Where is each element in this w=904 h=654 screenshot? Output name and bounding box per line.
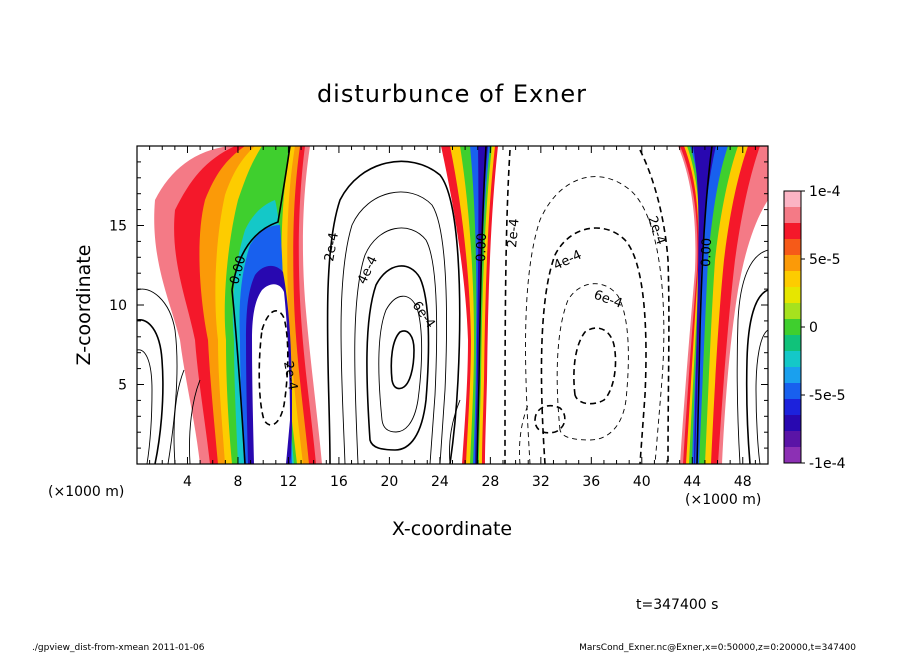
colorbar-swatch	[784, 271, 801, 288]
contour-label: 0.00	[227, 254, 249, 286]
colorbar-swatch	[784, 207, 801, 224]
chart-title: disturbunce of Exner	[317, 80, 587, 108]
x-tick-label: 24	[431, 474, 449, 490]
x-tick-label: 36	[582, 474, 600, 490]
contour-lines	[137, 146, 768, 464]
contour-label: 0.00	[699, 238, 715, 267]
contour-label: 2e-4	[322, 231, 342, 262]
x-tick-label: 32	[532, 474, 550, 490]
contour-label: 2e-4	[280, 360, 300, 391]
colorbar-swatch	[784, 319, 801, 336]
x-tick-label: 20	[380, 474, 398, 490]
x-unit-label: (×1000 m)	[48, 484, 124, 500]
y-axis: 5 10 15	[109, 161, 768, 449]
x-tick-label: 12	[280, 474, 298, 490]
contour-label: 2e-4	[505, 218, 522, 248]
colorbar-swatch	[784, 287, 801, 304]
x-tick-label: 4	[183, 474, 192, 490]
y-axis-label: Z-coordinate	[73, 245, 95, 366]
colorbar-swatch	[784, 191, 801, 208]
x-tick-label: 16	[330, 474, 348, 490]
y-tick-label: 5	[118, 378, 127, 394]
colorbar-swatch	[784, 335, 801, 352]
x-tick-label: 48	[734, 474, 752, 490]
y-tick-label: 10	[109, 298, 127, 314]
time-label: t=347400 s	[636, 597, 718, 613]
colorbar-tick-label: 5e-5	[809, 252, 840, 268]
colorbar-tick-label: 1e-4	[809, 184, 841, 200]
colorbar-tick-label: -5e-5	[809, 388, 846, 404]
x-axis-label: X-coordinate	[392, 518, 512, 540]
colorbar-swatch	[784, 239, 801, 256]
x-tick-label: 44	[683, 474, 701, 490]
footer-left: ./gpview_dist-from-xmean 2011-01-06	[32, 643, 205, 653]
colorbar-swatch	[784, 223, 801, 240]
left-plume-bands	[154, 146, 322, 464]
colorbar-tick-label: -1e-4	[809, 456, 846, 472]
middle-plume-bands	[441, 146, 498, 464]
colorbar-swatch	[784, 415, 801, 432]
x-tick-label: 8	[233, 474, 242, 490]
contour-label: 0.00	[474, 233, 490, 262]
colorbar-tick-label: 0	[809, 320, 818, 336]
colorbar-swatch	[784, 351, 801, 368]
colorbar-swatch	[784, 255, 801, 272]
x-axis: 4 8 12 16 20 24 28 32 36 40 44 48	[149, 146, 756, 490]
colorbar-swatch	[784, 399, 801, 416]
colorbar-swatch	[784, 431, 801, 448]
colorbar-swatch	[784, 303, 801, 320]
colorbar-swatch	[784, 383, 801, 400]
colorbar-swatch	[784, 447, 801, 464]
plot-area: 0.00 2e-4 4e-4 6e-4 2e-4 0.00 2e-4 4e-4 …	[137, 146, 768, 464]
colorbar-swatch	[784, 367, 801, 384]
colorbar: 1e-4 5e-5 0 -5e-5 -1e-4	[783, 184, 846, 472]
y-unit-label: (×1000 m)	[685, 492, 761, 508]
footer-right: MarsCond_Exner.nc@Exner,x=0:50000,z=0:20…	[579, 643, 856, 653]
y-tick-label: 15	[109, 219, 127, 235]
x-tick-label: 40	[633, 474, 651, 490]
x-tick-label: 28	[481, 474, 499, 490]
